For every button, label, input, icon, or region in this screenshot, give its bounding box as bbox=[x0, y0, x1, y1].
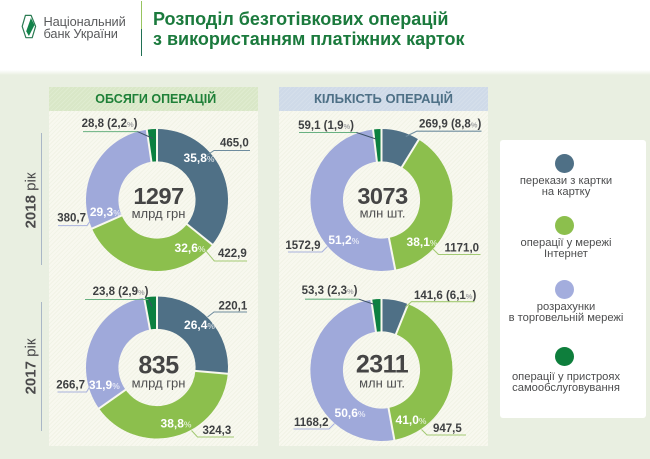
svg-text:53,3 (2,3%): 53,3 (2,3%) bbox=[302, 285, 358, 297]
svg-text:59,1 (1,9%): 59,1 (1,9%) bbox=[298, 120, 354, 132]
svg-text:465,0: 465,0 bbox=[220, 138, 249, 150]
svg-text:1171,0: 1171,0 bbox=[445, 243, 480, 255]
svg-text:1168,2: 1168,2 bbox=[294, 417, 329, 429]
svg-text:835: 835 bbox=[138, 351, 179, 379]
svg-text:41,0%: 41,0% bbox=[396, 413, 427, 427]
svg-text:38,1%: 38,1% bbox=[407, 235, 438, 249]
svg-text:38,8%: 38,8% bbox=[161, 417, 192, 431]
svg-text:50,6%: 50,6% bbox=[335, 406, 366, 420]
svg-text:422,9: 422,9 bbox=[218, 248, 247, 260]
svg-text:28,8 (2,2%): 28,8 (2,2%) bbox=[82, 118, 138, 130]
svg-text:млн шт.: млн шт. bbox=[359, 375, 405, 390]
svg-text:380,7: 380,7 bbox=[57, 213, 86, 225]
svg-text:141,6 (6,1%): 141,6 (6,1%) bbox=[414, 290, 476, 302]
svg-text:23,8 (2,9%): 23,8 (2,9%) bbox=[93, 286, 149, 298]
svg-text:1297: 1297 bbox=[133, 183, 184, 209]
svg-text:3073: 3073 bbox=[357, 183, 408, 209]
svg-text:266,7: 266,7 bbox=[56, 380, 85, 392]
svg-text:29,3%: 29,3% bbox=[90, 205, 121, 219]
svg-text:31,9%: 31,9% bbox=[89, 378, 120, 392]
svg-text:1572,9: 1572,9 bbox=[285, 240, 320, 252]
svg-text:32,6%: 32,6% bbox=[175, 241, 206, 255]
svg-text:220,1: 220,1 bbox=[219, 300, 248, 312]
svg-text:51,2%: 51,2% bbox=[328, 233, 359, 247]
svg-text:млрд грн: млрд грн bbox=[132, 206, 186, 221]
svg-text:26,4%: 26,4% bbox=[184, 318, 215, 332]
svg-text:2311: 2311 bbox=[356, 351, 409, 379]
svg-text:млрд грн: млрд грн bbox=[132, 375, 186, 390]
svg-text:947,5: 947,5 bbox=[433, 423, 462, 435]
svg-text:269,9 (8,8%): 269,9 (8,8%) bbox=[419, 119, 481, 131]
svg-text:324,3: 324,3 bbox=[203, 425, 232, 437]
svg-text:млн шт.: млн шт. bbox=[360, 206, 406, 221]
